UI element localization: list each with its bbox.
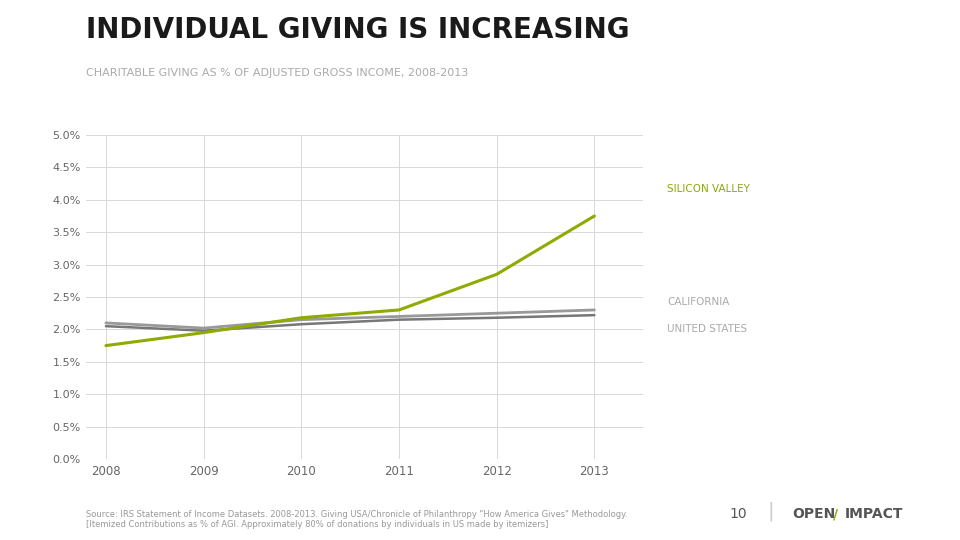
- Text: CHARITABLE GIVING AS % OF ADJUSTED GROSS INCOME, 2008-2013: CHARITABLE GIVING AS % OF ADJUSTED GROSS…: [86, 68, 468, 78]
- Text: IMPACT: IMPACT: [845, 507, 903, 521]
- Text: CALIFORNIA: CALIFORNIA: [667, 297, 730, 307]
- Text: /: /: [833, 507, 838, 521]
- Text: SILICON VALLEY: SILICON VALLEY: [667, 184, 750, 194]
- Text: OPEN: OPEN: [792, 507, 835, 521]
- Text: 10: 10: [730, 507, 747, 521]
- Text: Source: IRS Statement of Income Datasets. 2008-2013. Giving USA/Chronicle of Phi: Source: IRS Statement of Income Datasets…: [86, 510, 628, 529]
- Text: |: |: [768, 502, 775, 521]
- Text: INDIVIDUAL GIVING IS INCREASING: INDIVIDUAL GIVING IS INCREASING: [86, 16, 630, 44]
- Text: UNITED STATES: UNITED STATES: [667, 323, 747, 334]
